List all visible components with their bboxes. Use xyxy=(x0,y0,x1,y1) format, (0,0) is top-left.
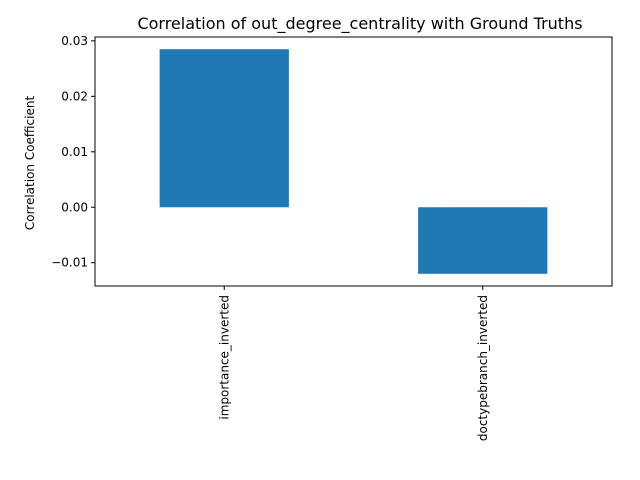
x-axis-ticks: importance_inverted doctypebranch_inverte… xyxy=(217,286,490,441)
bar-doctypebranch_inverted xyxy=(418,207,548,274)
x-tick-label: importance_inverted xyxy=(217,295,231,420)
y-tick-label: −0.01 xyxy=(51,256,88,270)
x-tick-label: doctypebranch_inverted xyxy=(476,295,490,441)
y-axis-label: Correlation Coefficient xyxy=(23,96,37,231)
y-tick-label: 0.01 xyxy=(61,145,88,159)
y-tick-label: 0.00 xyxy=(61,200,88,214)
bar-importance_inverted xyxy=(159,49,289,208)
bars-layer xyxy=(159,49,548,274)
plot-frame xyxy=(94,36,613,287)
y-tick-label: 0.02 xyxy=(61,89,88,103)
y-axis-ticks: −0.01 0.00 0.01 0.02 0.03 xyxy=(51,34,95,270)
y-tick-label: 0.03 xyxy=(61,34,88,48)
chart-title: Correlation of out_degree_centrality wit… xyxy=(137,14,582,34)
